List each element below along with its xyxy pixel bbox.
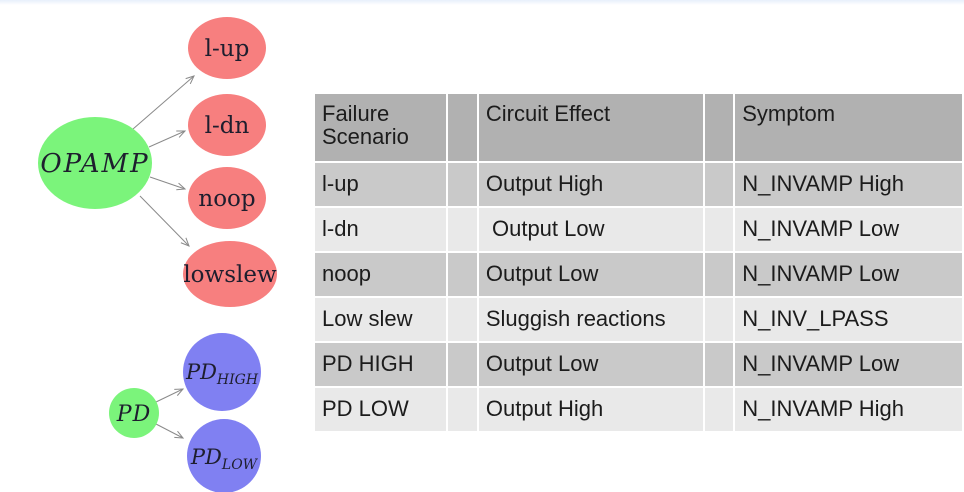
table-row: noop Output Low N_INVAMP Low [315,253,962,296]
cell-spacer [705,343,734,386]
cell-scenario: PD HIGH [315,343,446,386]
cell-spacer [447,253,477,296]
header-symptom: Symptom [735,94,962,161]
cell-effect: Sluggish reactions [478,298,704,341]
cell-scenario: Low slew [315,298,446,341]
cell-spacer [705,163,734,206]
pd-node: PD [109,388,159,438]
pdlow-node: PDLOW [187,419,261,492]
header-spacer-1 [447,94,477,161]
cell-symptom: N_INVAMP High [735,388,962,431]
pdhigh-node-label: PDHIGH [185,360,259,388]
lowslew-node: lowslew [183,241,277,307]
edge-opamp-lup [132,75,195,130]
edge-opamp-noop [149,176,187,191]
failure-scenario-table: Failure Scenario Circuit Effect Symptom … [313,92,964,433]
cell-scenario: PD LOW [315,388,446,431]
cell-symptom: N_INV_LPASS [735,298,962,341]
cell-spacer [447,298,477,341]
ldn-node-label: l-dn [205,113,250,139]
cell-symptom: N_INVAMP Low [735,253,962,296]
pdlow-node-label-sub: LOW [221,457,259,473]
table-row: PD LOW Output High N_INVAMP High [315,388,962,431]
header-circuit-effect: Circuit Effect [478,94,704,161]
noop-node-label: noop [198,186,255,212]
edge-opamp-lowslew [139,195,190,247]
cell-effect: Output Low [478,208,704,251]
opamp-tree-edges [132,75,195,247]
table-row: l-dn Output Low N_INVAMP Low [315,208,962,251]
table-row: l-up Output High N_INVAMP High [315,163,962,206]
header-spacer-2 [705,94,734,161]
cell-scenario: noop [315,253,446,296]
cell-spacer [447,208,477,251]
cell-effect: Output Low [478,253,704,296]
cell-symptom: N_INVAMP High [735,163,962,206]
pdhigh-node-label-sub: HIGH [216,372,259,388]
ldn-node: l-dn [188,94,266,156]
pdhigh-node: PDHIGH [183,333,261,411]
slide-top-edge-strip [0,0,964,5]
pdhigh-node-label-base: PD [185,360,217,384]
cell-effect: Output High [478,163,704,206]
cell-spacer [447,343,477,386]
cell-spacer [705,298,734,341]
cell-symptom: N_INVAMP Low [735,343,962,386]
table-row: Low slew Sluggish reactions N_INV_LPASS [315,298,962,341]
lowslew-node-label: lowslew [183,262,277,288]
pd-tree-edges [155,388,185,439]
cell-spacer [705,253,734,296]
edge-pd-pdlow [155,423,185,439]
edge-pd-pdhigh [155,388,185,403]
pdlow-node-label: PDLOW [190,445,259,473]
table-row: PD HIGH Output Low N_INVAMP Low [315,343,962,386]
cell-effect: Output Low [478,343,704,386]
noop-node: noop [188,167,266,229]
opamp-node-label: OPAMP [40,149,149,179]
cell-scenario: l-up [315,163,446,206]
pd-node-label: PD [116,402,151,427]
table-header-row: Failure Scenario Circuit Effect Symptom [315,94,962,161]
cell-spacer [447,388,477,431]
lup-node-label: l-up [205,36,250,62]
opamp-node: OPAMP [38,117,152,209]
edge-opamp-ldn [148,130,187,148]
cell-scenario: l-dn [315,208,446,251]
cell-effect: Output High [478,388,704,431]
cell-symptom: N_INVAMP Low [735,208,962,251]
cell-spacer [705,388,734,431]
cell-spacer [447,163,477,206]
header-failure-scenario: Failure Scenario [315,94,446,161]
lup-node: l-up [188,17,266,79]
cell-spacer [705,208,734,251]
pdlow-node-label-base: PD [190,445,222,469]
